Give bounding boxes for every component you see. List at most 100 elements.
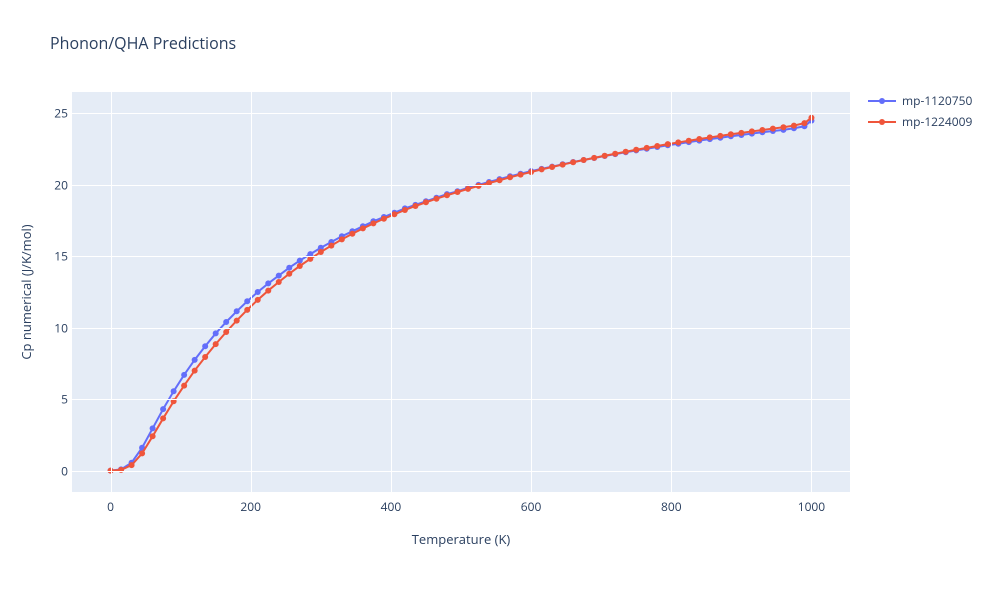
marker bbox=[454, 189, 460, 195]
marker bbox=[318, 249, 324, 255]
marker bbox=[297, 263, 303, 269]
y-axis-label: Cp numerical (J/K/mol) bbox=[17, 224, 35, 359]
chart-plot-area[interactable] bbox=[72, 92, 850, 492]
legend: mp-1120750 mp-1224009 bbox=[868, 92, 972, 134]
gridline-v bbox=[531, 92, 532, 492]
marker bbox=[339, 236, 345, 242]
marker bbox=[581, 157, 587, 163]
marker bbox=[297, 258, 303, 264]
marker bbox=[801, 120, 807, 126]
marker bbox=[612, 151, 618, 157]
marker bbox=[412, 203, 418, 209]
marker bbox=[549, 164, 555, 170]
marker bbox=[181, 383, 187, 389]
marker bbox=[402, 207, 408, 213]
marker bbox=[391, 211, 397, 217]
marker bbox=[181, 372, 187, 378]
marker bbox=[286, 265, 292, 271]
gridline-h bbox=[72, 328, 850, 329]
x-tick-label: 1000 bbox=[798, 498, 825, 515]
x-axis-label: Temperature (K) bbox=[412, 530, 511, 548]
marker bbox=[349, 231, 355, 237]
legend-item[interactable]: mp-1120750 bbox=[868, 92, 972, 109]
marker bbox=[244, 307, 250, 313]
gridline-v bbox=[251, 92, 252, 492]
marker bbox=[623, 149, 629, 155]
marker bbox=[139, 450, 145, 456]
marker bbox=[276, 279, 282, 285]
marker bbox=[192, 357, 198, 363]
marker bbox=[255, 289, 261, 295]
chart-svg bbox=[72, 92, 850, 492]
gridline-v bbox=[811, 92, 812, 492]
x-tick-label: 600 bbox=[521, 498, 542, 515]
legend-item[interactable]: mp-1224009 bbox=[868, 113, 972, 130]
marker bbox=[570, 159, 576, 165]
gridline-v bbox=[111, 92, 112, 492]
marker bbox=[423, 199, 429, 205]
y-tick-label: 25 bbox=[54, 105, 68, 122]
marker bbox=[791, 123, 797, 129]
marker bbox=[223, 329, 229, 335]
marker bbox=[675, 139, 681, 145]
marker bbox=[150, 425, 156, 431]
marker bbox=[696, 136, 702, 142]
marker bbox=[633, 147, 639, 153]
x-tick-label: 800 bbox=[661, 498, 682, 515]
marker bbox=[160, 406, 166, 412]
page-title: Phonon/QHA Predictions bbox=[50, 32, 236, 54]
marker bbox=[328, 243, 334, 249]
y-tick-label: 10 bbox=[54, 319, 68, 336]
marker bbox=[202, 354, 208, 360]
marker bbox=[749, 128, 755, 134]
marker bbox=[644, 145, 650, 151]
marker bbox=[497, 177, 503, 183]
legend-label: mp-1120750 bbox=[902, 92, 972, 109]
marker bbox=[770, 126, 776, 132]
marker bbox=[759, 127, 765, 133]
marker bbox=[213, 330, 219, 336]
marker bbox=[738, 130, 744, 136]
marker bbox=[707, 134, 713, 140]
marker bbox=[276, 273, 282, 279]
y-tick-label: 20 bbox=[54, 176, 68, 193]
gridline-h bbox=[72, 256, 850, 257]
gridline-v bbox=[671, 92, 672, 492]
marker bbox=[160, 415, 166, 421]
gridline-h bbox=[72, 185, 850, 186]
marker bbox=[717, 133, 723, 139]
marker bbox=[192, 368, 198, 374]
marker bbox=[444, 192, 450, 198]
marker bbox=[129, 462, 135, 468]
x-tick-label: 400 bbox=[381, 498, 402, 515]
marker bbox=[286, 271, 292, 277]
legend-dot-icon bbox=[879, 119, 885, 125]
y-tick-label: 15 bbox=[54, 248, 68, 265]
marker bbox=[665, 141, 671, 147]
marker bbox=[654, 143, 660, 149]
marker bbox=[602, 153, 608, 159]
marker bbox=[234, 318, 240, 324]
marker bbox=[518, 172, 524, 178]
marker bbox=[539, 166, 545, 172]
marker bbox=[476, 183, 482, 189]
marker bbox=[150, 433, 156, 439]
y-tick-label: 5 bbox=[61, 391, 68, 408]
marker bbox=[591, 155, 597, 161]
marker bbox=[465, 186, 471, 192]
legend-swatch bbox=[868, 95, 896, 107]
x-tick-label: 0 bbox=[107, 498, 114, 515]
marker bbox=[370, 220, 376, 226]
marker bbox=[255, 297, 261, 303]
series-mp-1120750 bbox=[108, 118, 815, 474]
marker bbox=[507, 174, 513, 180]
gridline-h bbox=[72, 471, 850, 472]
marker bbox=[213, 341, 219, 347]
marker bbox=[728, 131, 734, 137]
legend-swatch bbox=[868, 116, 896, 128]
marker bbox=[360, 225, 366, 231]
series-mp-1224009 bbox=[108, 115, 815, 474]
legend-dot-icon bbox=[879, 98, 885, 104]
x-tick-label: 200 bbox=[240, 498, 261, 515]
marker bbox=[560, 162, 566, 168]
